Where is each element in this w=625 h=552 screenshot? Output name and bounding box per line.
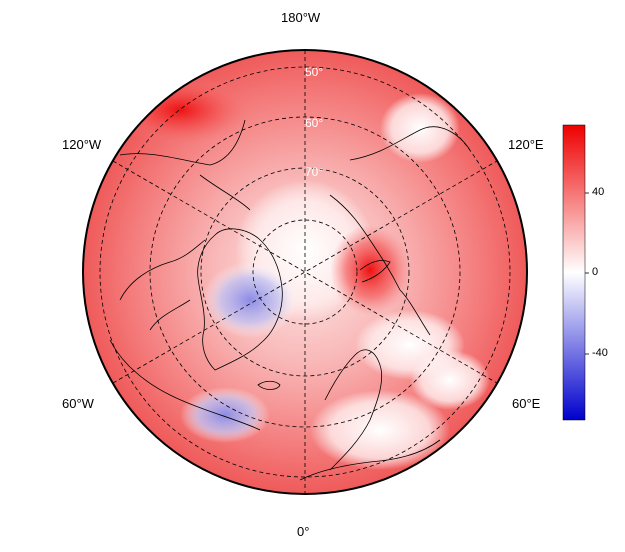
lon-label-0: 0°	[297, 524, 310, 539]
lat-label-50: 50°	[305, 65, 323, 79]
graticule	[99, 50, 511, 494]
europe-coast	[299, 439, 441, 481]
alaska-coast	[119, 119, 251, 211]
scandinavia-coast	[324, 349, 383, 471]
meridian-60w-120e	[112, 160, 498, 384]
coastlines	[109, 119, 471, 481]
lon-label-120w: 120°W	[62, 137, 102, 152]
colorbar-tick-40: 40	[592, 186, 605, 198]
canada-coast	[109, 239, 261, 431]
colorbar-gradient	[562, 124, 586, 421]
lat-label-60: 60°	[305, 116, 323, 130]
colorbar	[562, 124, 589, 421]
lat-label-70: 70°	[305, 165, 323, 179]
lon-label-60e: 60°E	[512, 396, 541, 411]
siberia-coast	[329, 126, 471, 336]
lon-label-60w: 60°W	[62, 396, 94, 411]
novaya-zemlya-coast	[359, 260, 391, 283]
iceland-coast	[257, 380, 281, 390]
map-boundary	[82, 49, 528, 495]
lon-label-120e: 120°E	[508, 137, 544, 152]
greenland-coast	[197, 228, 283, 371]
lon-label-180w: 180°W	[281, 10, 321, 25]
colorbar-tick-0: 0	[592, 266, 599, 278]
latitude-circle-50	[99, 66, 511, 478]
colorbar-tick-neg40: -40	[592, 347, 608, 359]
meridian-60e-120w	[112, 160, 498, 384]
latitude-circle-80	[252, 219, 358, 325]
anomaly-field	[83, 50, 527, 494]
